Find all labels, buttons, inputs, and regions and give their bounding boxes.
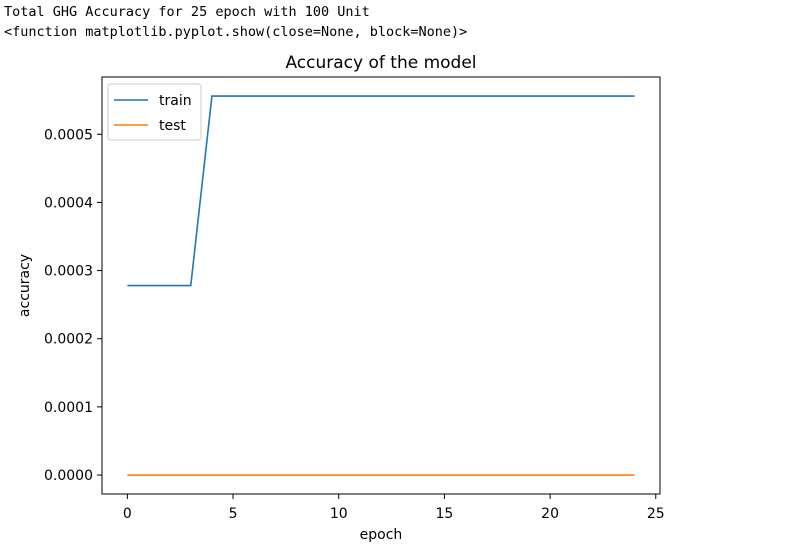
y-tick-label: 0.0005 [44,127,93,143]
plot-frame [101,76,661,495]
console-line-print: Total GHG Accuracy for 25 epoch with 100… [4,4,370,20]
chart-title: Accuracy of the model [285,53,476,73]
y-tick-label: 0.0001 [44,400,93,416]
console-output: Total GHG Accuracy for 25 epoch with 100… [4,2,467,42]
x-tick-label: 25 [647,506,665,522]
axis-ticks: 0 5 10 15 20 25 0.0000 0.0001 0.0002 0.0003 0.0004… [44,127,665,522]
series-line-train [127,95,635,287]
y-axis-label: accuracy [17,254,33,317]
legend-box [107,83,202,141]
x-tick-label: 15 [435,506,453,522]
y-tick-label: 0.0003 [44,264,93,280]
plot-lines [127,95,635,476]
x-tick-label: 20 [541,506,559,522]
legend-label-train: train [159,93,192,109]
x-tick-label: 10 [330,506,348,522]
console-line-function-repr: <function matplotlib.pyplot.show(close=N… [4,24,468,40]
chart-legend: train test [107,83,202,141]
y-tick-label: 0.0000 [44,468,93,484]
y-tick-label: 0.0004 [44,195,93,211]
y-tick-label: 0.0002 [44,332,93,348]
x-axis-label: epoch [360,527,403,543]
x-tick-label: 0 [123,506,132,522]
x-tick-label: 5 [229,506,238,522]
legend-label-test: test [159,118,186,134]
